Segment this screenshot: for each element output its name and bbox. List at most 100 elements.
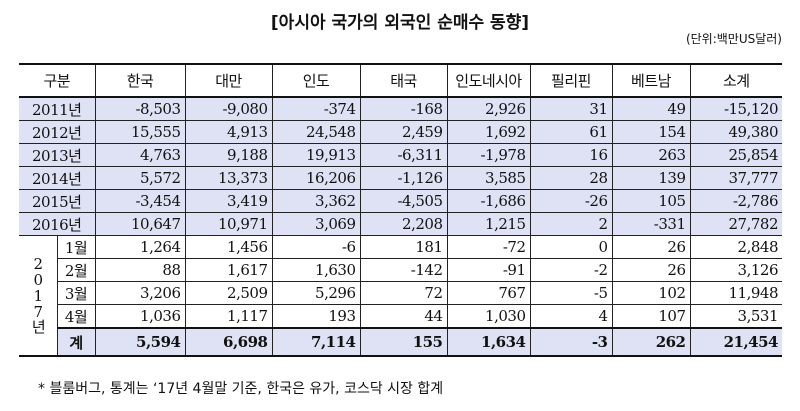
column-header: 대만 <box>184 63 273 98</box>
table-cell: 1,456 <box>184 235 273 259</box>
table-cell: 3,419 <box>184 189 273 213</box>
table-cell: 16 <box>529 143 613 167</box>
table-cell: 767 <box>446 281 531 305</box>
table-cell: 6,698 <box>184 327 273 357</box>
table-cell: 13,373 <box>184 166 273 190</box>
table-cell: 2,459 <box>359 120 448 144</box>
table-cell: 2,509 <box>184 281 273 305</box>
row-label: 2013년 <box>19 143 96 167</box>
table-cell: 1,264 <box>94 235 186 259</box>
table-cell: 5,296 <box>271 281 361 305</box>
table-cell: 11,948 <box>689 281 782 305</box>
table-cell: -72 <box>446 235 531 259</box>
table-cell: 0 <box>529 235 613 259</box>
table-cell: 105 <box>611 189 691 213</box>
table-cell: 9,188 <box>184 143 273 167</box>
table-row: 2015년 -3,454 3,419 3,362 -4,505 -1,686 -26 105-… <box>19 189 782 213</box>
table-cell: -6 <box>271 235 361 259</box>
table-cell: -5 <box>529 281 613 305</box>
column-header: 태국 <box>359 63 448 98</box>
table-cell: 28 <box>529 166 613 190</box>
table-cell: 7,114 <box>271 327 361 357</box>
table-cell: 1,215 <box>446 212 531 236</box>
row-label: 2011년 <box>19 96 96 121</box>
table-cell: 10,647 <box>94 212 186 236</box>
table-cell: 4,763 <box>94 143 186 167</box>
table-title: [아시아 국가의 외국인 순매수 동향] <box>270 13 530 33</box>
header-row: 구분 한국 대만 인도 태국 인도네시아 필리핀 베트남 소계 <box>19 63 782 98</box>
table-cell: 37,777 <box>689 166 782 190</box>
table-cell: 88 <box>94 258 186 282</box>
table-cell: 1,036 <box>94 304 186 329</box>
table-cell: -15,120 <box>689 96 782 121</box>
table-cell: 1,630 <box>271 258 361 282</box>
table-cell: -331 <box>611 212 691 236</box>
table-cell: 61 <box>529 120 613 144</box>
row-label: 2015년 <box>19 189 96 213</box>
year-2017-label: 2017년 <box>29 255 48 332</box>
column-header: 베트남 <box>611 63 691 98</box>
table-row: 2011년 -8,503 -9,080 -374 -168 2,926 31 49 -15,12… <box>19 96 782 121</box>
table-cell: -1,126 <box>359 166 448 190</box>
table-cell: -2,786 <box>689 189 782 213</box>
table-cell: 24,548 <box>271 120 361 144</box>
column-header: 인도 <box>271 63 361 98</box>
table-row: 2013년 4,763 9,188 19,913 -6,311 -1,978 16 263 25… <box>19 143 782 167</box>
table-cell: 26 <box>611 235 691 259</box>
table-cell: 263 <box>611 143 691 167</box>
table-cell: -1,686 <box>446 189 531 213</box>
footnote: * 블룸버그, 통계는 ‘17년 4월말 기준, 한국은 유가, 코스닥 시장 … <box>38 381 444 397</box>
table-cell: -9,080 <box>184 96 273 121</box>
table-cell: 25,854 <box>689 143 782 167</box>
table-cell: 155 <box>359 327 448 357</box>
table-cell: 2,848 <box>689 235 782 259</box>
table-row: 2012년 15,555 4,913 24,548 2,459 1,692 61 154 49,… <box>19 120 782 144</box>
table-cell: 1,634 <box>446 327 531 357</box>
table-cell: 2,208 <box>359 212 448 236</box>
table-cell: 102 <box>611 281 691 305</box>
table-cell: 49,380 <box>689 120 782 144</box>
table-cell: -26 <box>529 189 613 213</box>
table-cell: 44 <box>359 304 448 329</box>
table-cell: 31 <box>529 96 613 121</box>
table-cell: 4,913 <box>184 120 273 144</box>
table-cell: 3,069 <box>271 212 361 236</box>
column-header: 소계 <box>689 63 782 98</box>
table-row: 2017년 1월 1,264 1,456 -6 181 -72 0 26 2,848 <box>19 235 782 357</box>
row-label: 계 <box>57 327 96 357</box>
table-cell: -91 <box>446 258 531 282</box>
table-cell: -142 <box>359 258 448 282</box>
table-cell: -168 <box>359 96 448 121</box>
row-label: 3월 <box>57 281 96 305</box>
total-row: 계 5,594 6,698 7,114 155 1,634 -3 262 21,454 <box>19 327 782 357</box>
table-cell: -2 <box>529 258 613 282</box>
column-header: 한국 <box>94 63 186 98</box>
table-cell: 2,926 <box>446 96 531 121</box>
row-label: 2월 <box>57 258 96 282</box>
table-row: 2월 88 1,617 1,630 -142 -91 -2 26 3,126 <box>19 258 782 282</box>
table-cell: 26 <box>611 258 691 282</box>
table-cell: 4 <box>529 304 613 329</box>
net-purchase-table: 구분 한국 대만 인도 태국 인도네시아 필리핀 베트남 소계 2011년 -8,503 -9,08… <box>19 63 782 357</box>
table-cell: 5,572 <box>94 166 186 190</box>
column-header: 필리핀 <box>529 63 613 98</box>
column-header: 인도네시아 <box>446 63 531 98</box>
unit-label: (단위:백만US달러) <box>685 32 782 46</box>
table-cell: 3,585 <box>446 166 531 190</box>
table-cell: 2 <box>529 212 613 236</box>
table-cell: 19,913 <box>271 143 361 167</box>
table-cell: 3,126 <box>689 258 782 282</box>
table-cell: 3,206 <box>94 281 186 305</box>
row-label: 2012년 <box>19 120 96 144</box>
row-label: 1월 <box>56 235 96 259</box>
table-cell: 1,030 <box>446 304 531 329</box>
table-cell: 262 <box>611 327 691 357</box>
column-header: 구분 <box>19 63 96 98</box>
row-label: 4월 <box>57 304 96 329</box>
table-cell: 10,971 <box>184 212 273 236</box>
table-cell: 49 <box>611 96 691 121</box>
table-cell: -6,311 <box>359 143 448 167</box>
table-cell: 154 <box>611 120 691 144</box>
table-cell: 72 <box>359 281 448 305</box>
table-cell: 181 <box>359 235 448 259</box>
